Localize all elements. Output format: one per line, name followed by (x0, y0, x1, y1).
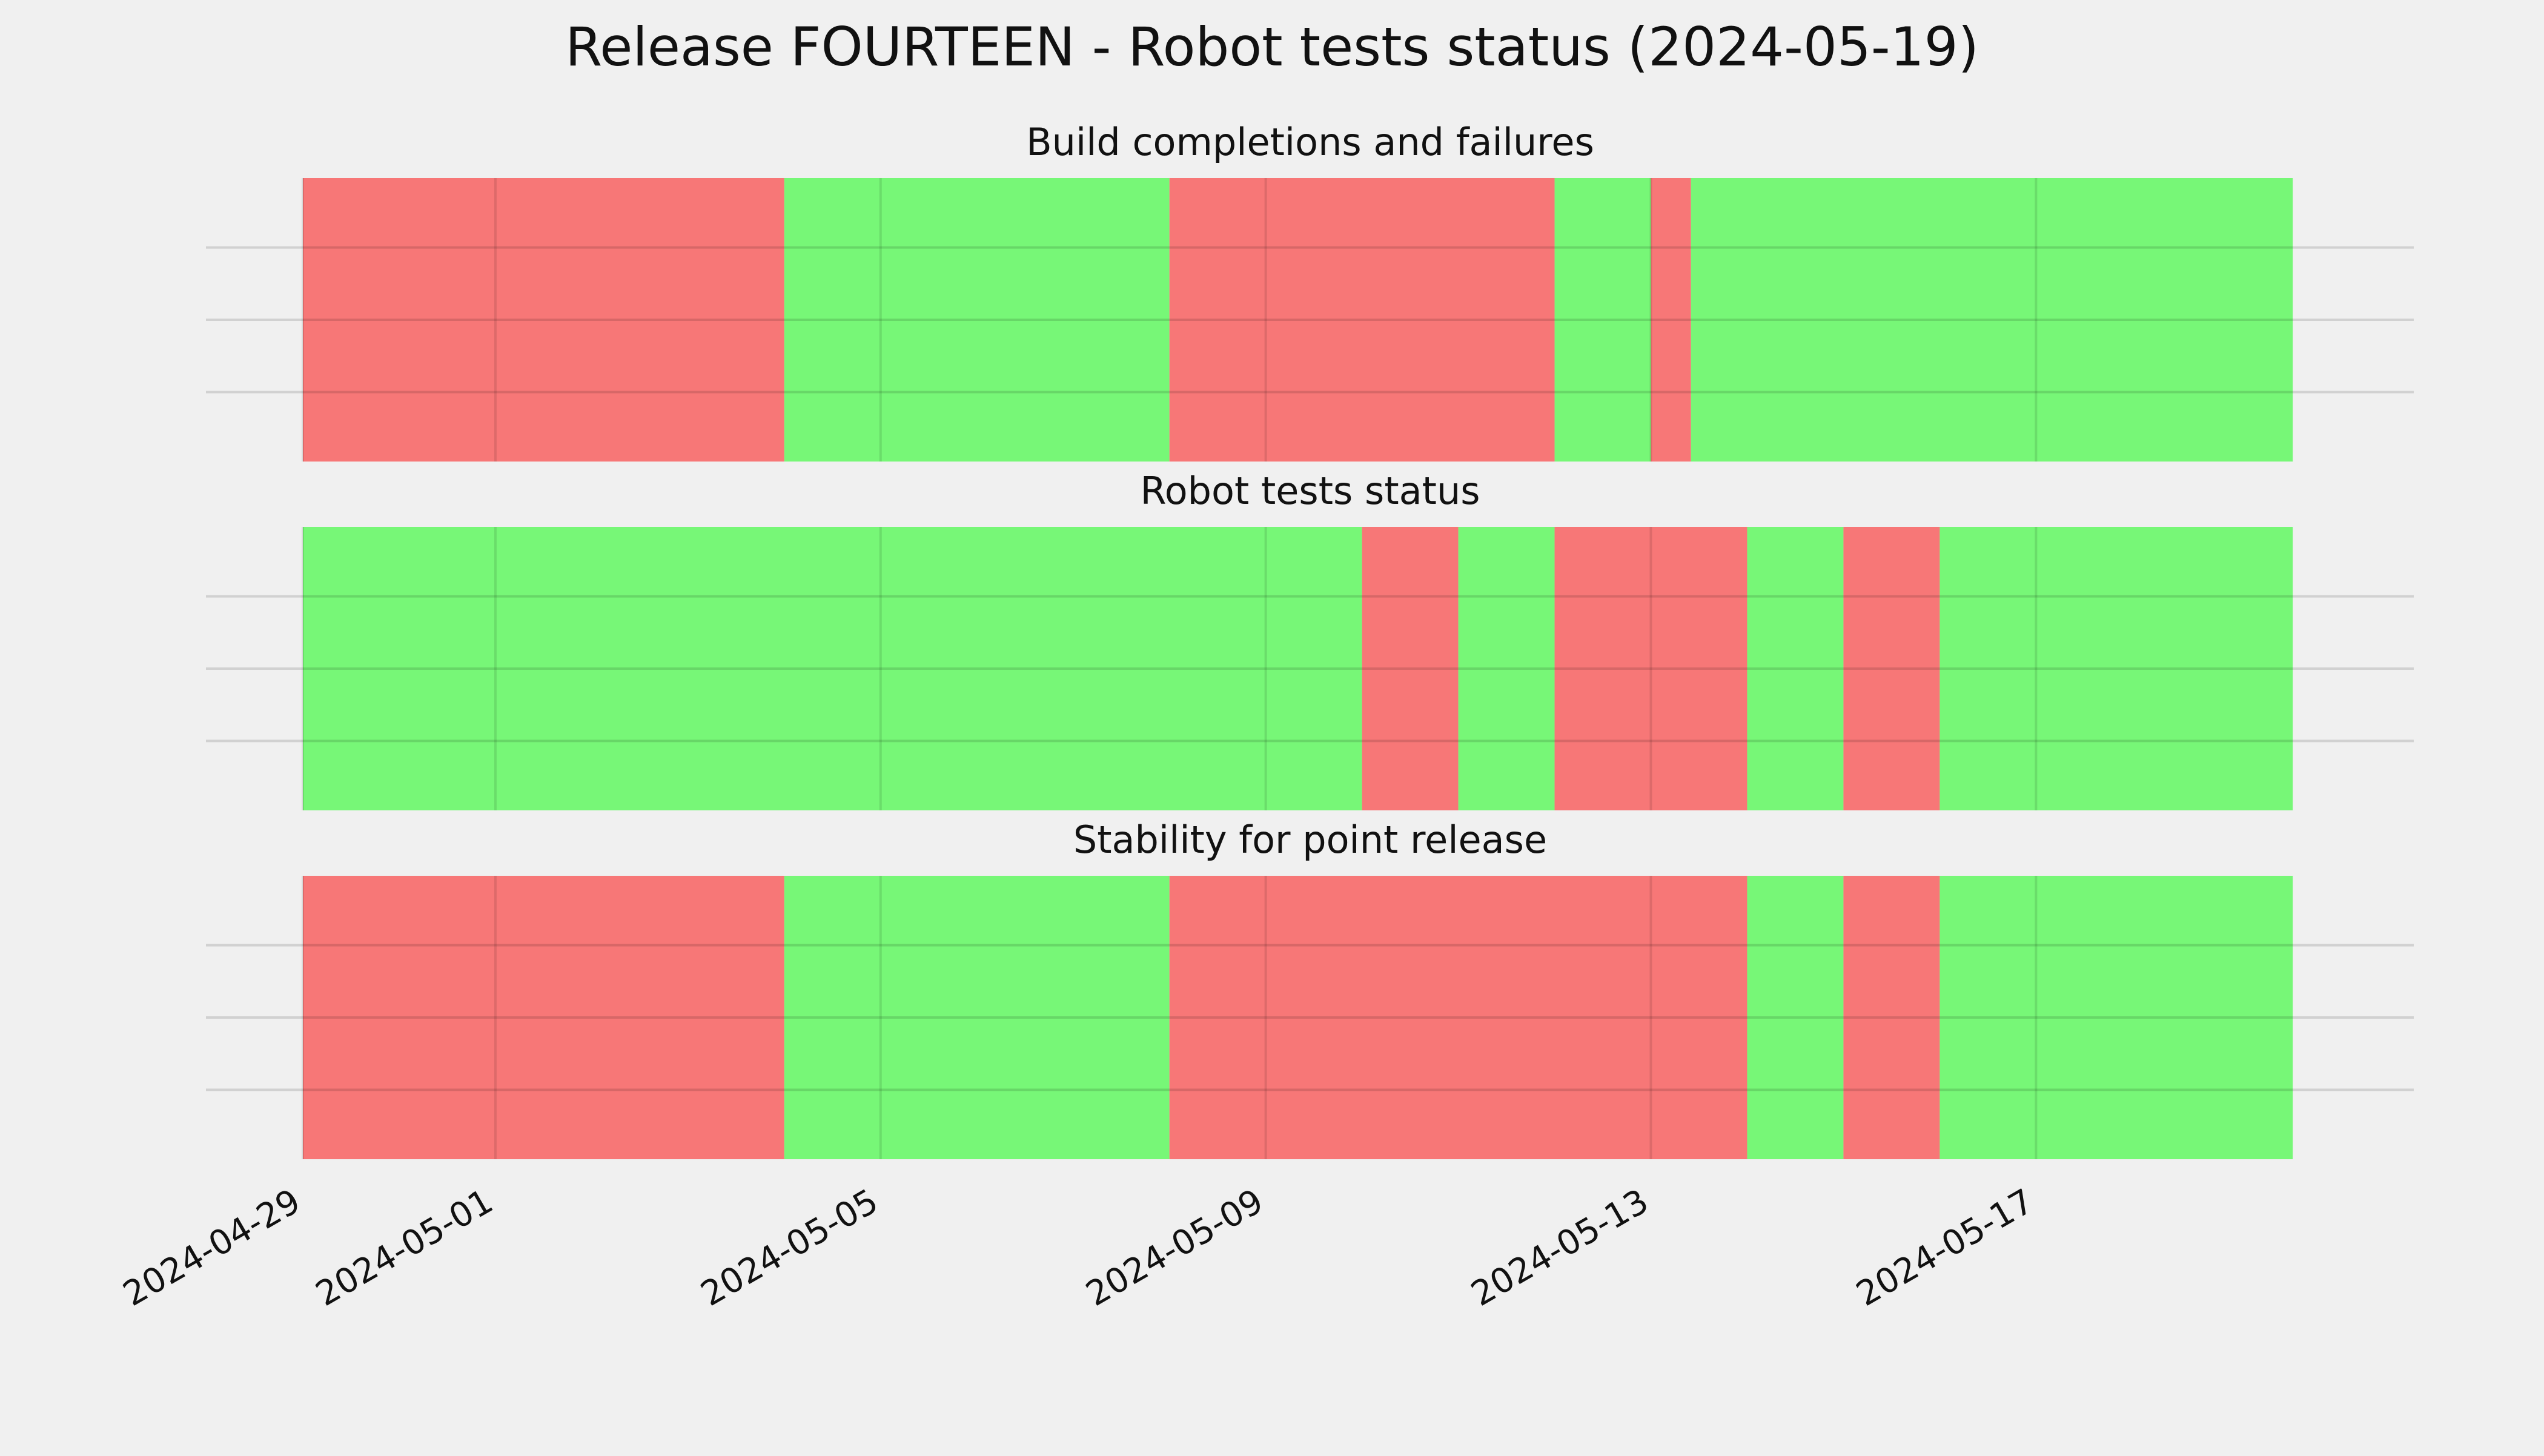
segment-pass (1939, 527, 2293, 810)
segment-pass (1691, 178, 2293, 462)
segment-pass (303, 527, 1362, 810)
segment-fail (303, 876, 784, 1159)
segment-fail (1169, 178, 1555, 462)
segment-pass (1939, 876, 2293, 1159)
segment-pass (784, 178, 1170, 462)
panel-2: Robot tests status (206, 469, 2414, 810)
segment-fail (1169, 876, 1747, 1159)
segment-fail (1362, 527, 1459, 810)
segment-pass (1458, 527, 1555, 810)
chart-title: Release FOURTEEN - Robot tests status (2… (565, 16, 1979, 78)
segment-fail (1651, 178, 1691, 462)
panel-1: Build completions and failures (206, 120, 2414, 462)
segment-pass (1747, 527, 1844, 810)
segment-fail (1554, 527, 1747, 810)
segment-fail (1843, 876, 1940, 1159)
segment-fail (1843, 527, 1940, 810)
panel-3: Stability for point release (206, 818, 2414, 1159)
segment-pass (784, 876, 1170, 1159)
segment-pass (1747, 876, 1844, 1159)
panel-title: Robot tests status (1140, 469, 1480, 513)
panels-layer: Build completions and failures Robot test… (206, 120, 2414, 1159)
panel-title: Stability for point release (1073, 818, 1547, 862)
segment-pass (1554, 178, 1651, 462)
panel-title: Build completions and failures (1026, 120, 1594, 164)
segment-fail (303, 178, 784, 462)
